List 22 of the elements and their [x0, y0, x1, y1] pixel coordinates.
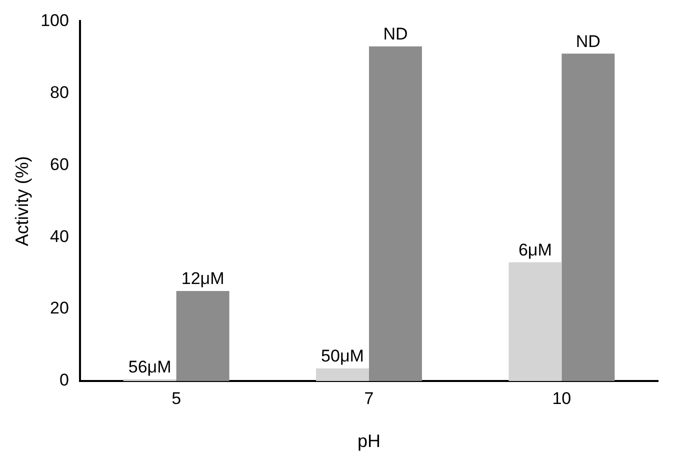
x-tick-label: 10 [552, 388, 572, 408]
y-tick-label: 80 [50, 82, 69, 102]
y-tick-label: 60 [50, 154, 69, 174]
annotation: 56μM [128, 357, 172, 376]
bar [316, 368, 369, 381]
bar [508, 262, 562, 381]
bar [368, 46, 422, 381]
y-axis-title: Activity (%) [12, 156, 32, 246]
x-tick-label: 7 [364, 388, 374, 408]
annotation: 6μM [518, 240, 552, 260]
annotation: ND [383, 24, 408, 44]
x-tick-label: 5 [172, 388, 182, 408]
annotation: ND [576, 32, 600, 51]
annotation: 12μM [181, 269, 224, 288]
y-tick-label: 40 [50, 226, 69, 246]
x-axis-title: pH [357, 431, 380, 452]
bar [176, 291, 230, 381]
y-tick-label: 100 [40, 10, 69, 30]
y-tick-label: 0 [59, 370, 69, 390]
y-tick-label: 20 [50, 298, 69, 318]
annotation: 50μM [321, 346, 364, 366]
bar [562, 54, 615, 381]
